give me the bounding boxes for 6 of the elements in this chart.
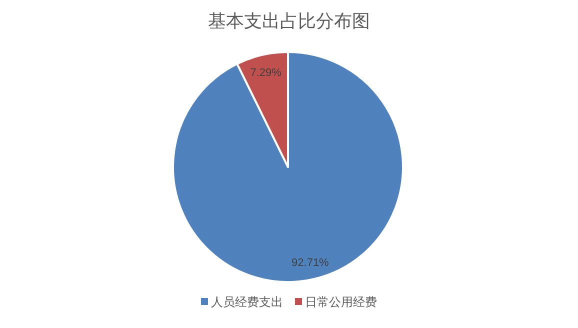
data-label: 7.29% [250, 66, 282, 79]
pie-slice [172, 51, 404, 283]
legend-label: 日常公用经费 [305, 295, 377, 309]
legend-label: 人员经费支出 [211, 295, 283, 309]
chart-title: 基本支出占比分布图 [208, 11, 370, 31]
data-label: 92.71% [292, 257, 330, 270]
